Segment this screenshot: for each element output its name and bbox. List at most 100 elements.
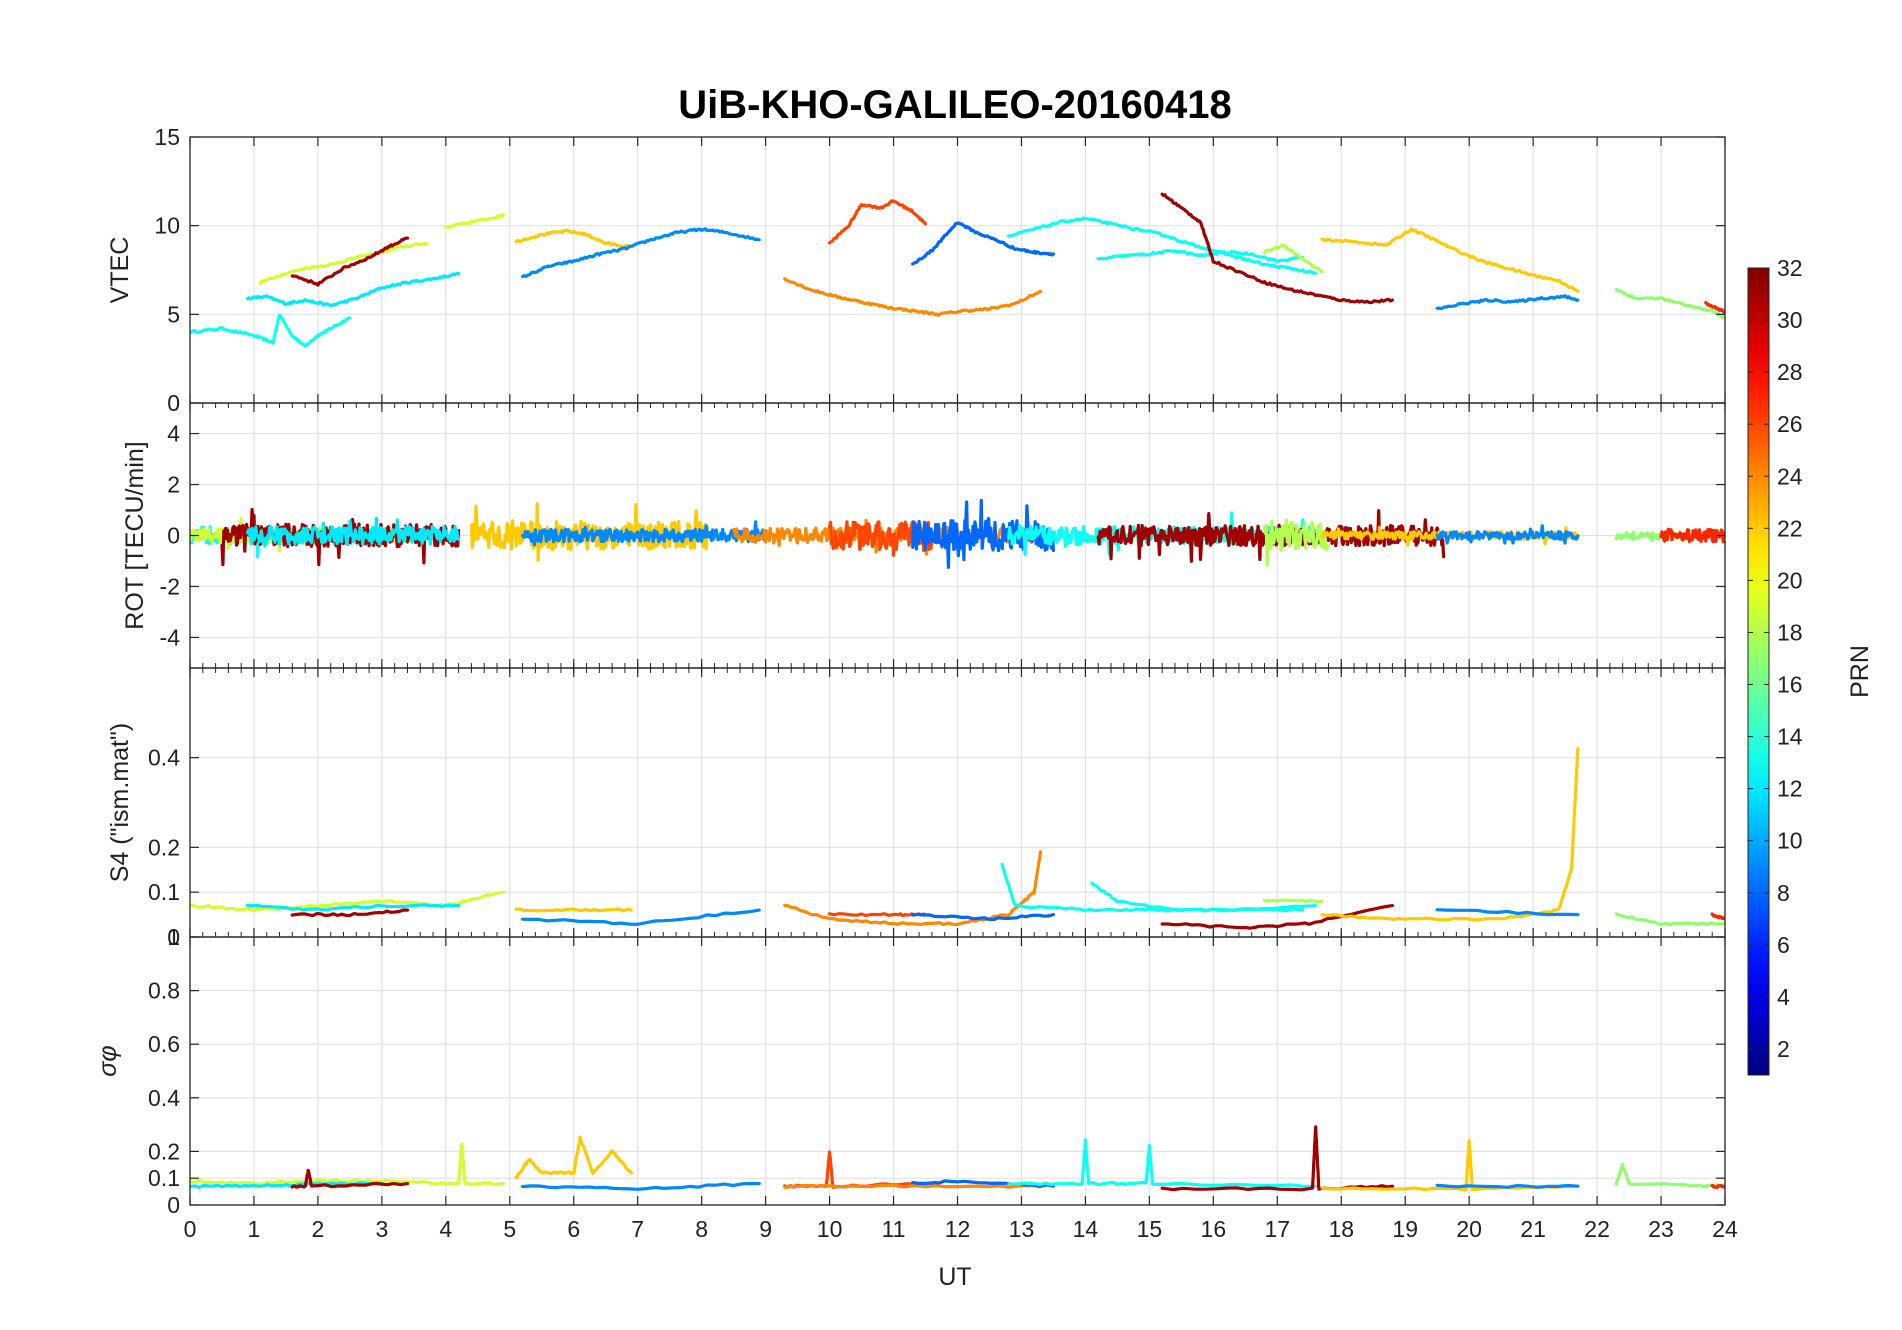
series-line-prn-8 bbox=[911, 221, 1055, 266]
series-line-prn-22 bbox=[514, 228, 633, 249]
series-s4 bbox=[190, 747, 1725, 930]
series-line-prn-19 bbox=[258, 241, 429, 285]
series-line-prn-27 bbox=[1710, 1183, 1725, 1189]
series-line-prn-27 bbox=[1704, 301, 1725, 315]
colorbar-tick-label: 32 bbox=[1777, 255, 1803, 281]
colorbar-tick-label: 12 bbox=[1777, 776, 1803, 802]
x-tick-label: 9 bbox=[759, 1216, 772, 1242]
chart-title: UiB-KHO-GALILEO-20160418 bbox=[678, 83, 1231, 127]
colorbar-label: PRN bbox=[1846, 645, 1874, 698]
series-line-prn-12 bbox=[246, 516, 461, 548]
series-line-prn-31 bbox=[290, 908, 410, 918]
y-tick-label: -2 bbox=[160, 573, 180, 599]
y-tick-label: 5 bbox=[167, 301, 180, 327]
x-tick-label: 8 bbox=[695, 1216, 708, 1242]
y-tick-label: 0 bbox=[167, 924, 180, 950]
x-tick-label: 5 bbox=[503, 1216, 516, 1242]
x-tick-label: 12 bbox=[945, 1216, 971, 1242]
x-axis-label: UT bbox=[938, 1263, 971, 1291]
colorbar-tick-label: 16 bbox=[1777, 672, 1803, 698]
series-line-prn-9 bbox=[1435, 1183, 1580, 1189]
series-line-prn-31 bbox=[290, 1168, 410, 1189]
colorbar-tick-label: 6 bbox=[1777, 932, 1790, 958]
series-line-prn-9 bbox=[1435, 524, 1580, 545]
x-tick-label: 23 bbox=[1648, 1216, 1674, 1242]
y-tick-label: 0.2 bbox=[148, 1138, 180, 1164]
x-ticks-sigphi bbox=[189, 937, 1726, 1205]
x-tick-label: 22 bbox=[1584, 1216, 1610, 1242]
series-line-prn-9 bbox=[1435, 908, 1580, 917]
panel-rot: -4 -2 0 2 4 ROT [TECU/min] bbox=[121, 402, 1726, 669]
series-line-prn-19 bbox=[190, 1142, 505, 1187]
series-line-prn-22 bbox=[514, 1135, 633, 1180]
series-line-prn-13 bbox=[1090, 881, 1305, 913]
series-line-prn-8 bbox=[911, 912, 1055, 922]
y-tick-label: 2 bbox=[167, 472, 180, 498]
series-line-prn-18 bbox=[1262, 898, 1324, 904]
x-tick-label: 6 bbox=[567, 1216, 580, 1242]
x-tick-label: 20 bbox=[1456, 1216, 1482, 1242]
series-line-prn-24 bbox=[783, 1183, 1043, 1189]
series-line-prn-22 bbox=[514, 907, 633, 913]
y-axis-label-sigphi: σφ bbox=[94, 1045, 122, 1076]
panel-s4: 0 0.1 0.2 0.4 S4 ("ism.mat") bbox=[106, 667, 1726, 950]
x-tick-label: 17 bbox=[1264, 1216, 1290, 1242]
y-axis-label-s4: S4 ("ism.mat") bbox=[106, 723, 134, 882]
series-line-prn-12 bbox=[246, 903, 461, 912]
y-tick-label: 0.4 bbox=[148, 1085, 180, 1111]
x-tick-label: 13 bbox=[1009, 1216, 1035, 1242]
series-line-prn-22 bbox=[1320, 1139, 1580, 1192]
x-tick-label: 0 bbox=[184, 1216, 197, 1242]
x-tick-label: 18 bbox=[1328, 1216, 1354, 1242]
colorbar-tick-label: 4 bbox=[1777, 984, 1790, 1010]
series-line-prn-31 bbox=[1160, 904, 1394, 930]
colorbar-tick-label: 10 bbox=[1777, 828, 1803, 854]
x-tick-label: 4 bbox=[439, 1216, 452, 1242]
x-ticks-s4 bbox=[189, 668, 1726, 937]
series-line-prn-22 bbox=[1320, 747, 1580, 922]
series-vtec bbox=[190, 192, 1725, 348]
grid-s4 bbox=[189, 668, 1726, 938]
colorbar-tick-label: 26 bbox=[1777, 411, 1803, 437]
x-tick-label: 15 bbox=[1137, 1216, 1163, 1242]
series-line-prn-13 bbox=[1007, 1138, 1318, 1189]
colorbar-tick-label: 2 bbox=[1777, 1036, 1790, 1062]
colorbar-tick-label: 30 bbox=[1777, 307, 1803, 333]
series-line-prn-9 bbox=[1435, 294, 1580, 311]
x-tick-label: 1 bbox=[248, 1216, 261, 1242]
y-tick-label: 10 bbox=[154, 213, 180, 239]
series-line-prn-13 bbox=[1000, 862, 1318, 913]
series-line-prn-9 bbox=[521, 227, 761, 279]
x-tick-label: 2 bbox=[312, 1216, 325, 1242]
series-line-prn-26 bbox=[828, 199, 928, 245]
series-line-prn-13 bbox=[190, 313, 352, 348]
x-tick-label: 19 bbox=[1392, 1216, 1418, 1242]
series-line-prn-9 bbox=[521, 908, 761, 926]
series-line-prn-22 bbox=[1320, 227, 1580, 293]
series-line-prn-19 bbox=[444, 213, 505, 229]
y-tick-label: 0.6 bbox=[148, 1031, 180, 1057]
series-line-prn-31 bbox=[1160, 192, 1394, 305]
y-tick-label: 0.1 bbox=[148, 1165, 180, 1191]
x-tick-label: 11 bbox=[882, 1216, 906, 1242]
series-line-prn-17 bbox=[1614, 288, 1725, 320]
colorbar-tick-label: 20 bbox=[1777, 567, 1803, 593]
x-tick-labels: 0 1 2 3 4 5 6 7 8 9 10 11 12 13 14 15 16 17 18 19 20 21 22 23 24 bbox=[184, 1216, 1738, 1242]
series-line-prn-24 bbox=[783, 850, 1043, 927]
colorbar-tick-label: 28 bbox=[1777, 359, 1803, 385]
y-tick-label: 4 bbox=[167, 421, 180, 447]
series-line-prn-26 bbox=[783, 1150, 928, 1189]
x-tick-label: 21 bbox=[1520, 1216, 1546, 1242]
x-tick-label: 14 bbox=[1073, 1216, 1099, 1242]
y-tick-label: 0 bbox=[167, 1192, 180, 1218]
x-ticks-vtec bbox=[189, 137, 1726, 403]
colorbar-tick-label: 24 bbox=[1777, 463, 1803, 489]
y-tick-label: 0.4 bbox=[148, 745, 180, 771]
colorbar-tick-label: 14 bbox=[1777, 724, 1803, 750]
x-tick-label: 16 bbox=[1201, 1216, 1227, 1242]
series-line-prn-27 bbox=[1659, 527, 1725, 544]
